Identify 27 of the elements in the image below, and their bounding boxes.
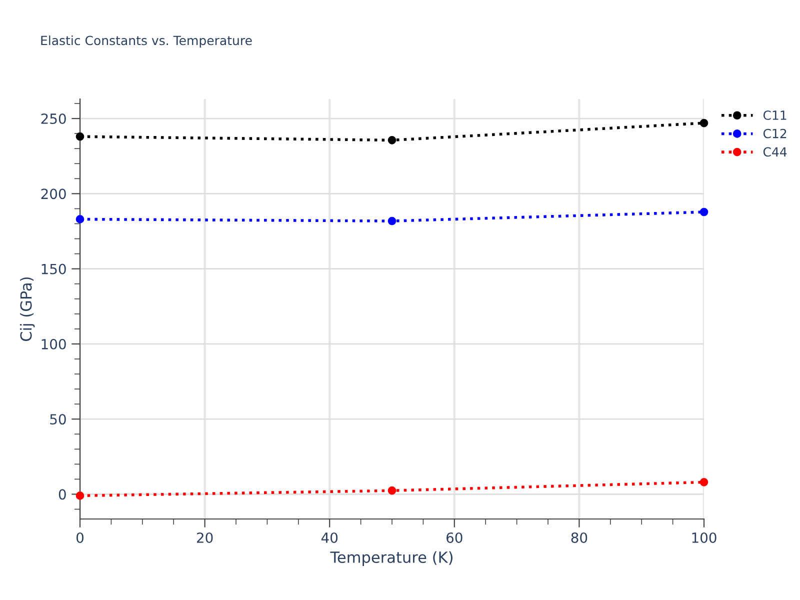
y-tick-label: 100 [42,338,66,350]
y-tick-label: 50 [50,414,66,425]
y-tick-label: 250 [41,114,66,124]
x-axis-title: Temperature (K) [330,551,452,566]
point [76,215,84,224]
x-tick-label: 60 [446,532,462,543]
point [700,478,708,486]
point [700,118,708,128]
y-tick-label: 0 [58,489,66,500]
chart-title: Elastic Constants vs. Temperature [41,36,252,48]
y-axis-title: Cij (GPa) [20,277,35,341]
legend-label: C12 [763,128,786,138]
legend-label: C11 [763,110,786,120]
point [388,136,396,144]
point [388,216,396,226]
point [700,208,708,216]
x-tick-label: 20 [196,532,213,543]
point [388,486,396,495]
x-tick-label: 0 [76,532,84,543]
x-tick-label: 80 [571,532,588,543]
x-tick-label: 40 [321,532,338,543]
legend-label: C44 [763,147,787,157]
point [76,132,84,141]
y-tick-label: 200 [41,188,66,200]
point [76,492,84,500]
x-tick-label: 100 [692,532,716,543]
y-tick-label: 150 [42,264,66,274]
